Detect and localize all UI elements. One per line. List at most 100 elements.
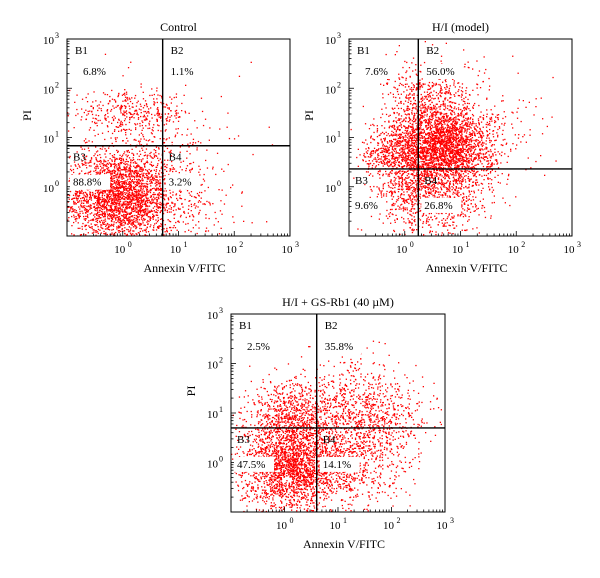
scatter-point — [96, 122, 98, 124]
scatter-point — [141, 196, 143, 198]
scatter-point — [416, 125, 418, 127]
scatter-point — [138, 196, 141, 198]
scatter-point — [441, 147, 443, 150]
scatter-point — [432, 133, 434, 135]
scatter-point — [188, 200, 190, 202]
scatter-point — [126, 233, 128, 236]
scatter-point — [148, 172, 150, 174]
scatter-point — [102, 146, 104, 148]
scatter-point — [450, 123, 453, 125]
scatter-point — [160, 130, 162, 132]
scatter-point — [150, 156, 152, 158]
scatter-point — [155, 219, 157, 221]
scatter-point — [444, 155, 446, 157]
scatter-point — [446, 187, 449, 189]
scatter-point — [159, 207, 161, 209]
scatter-point — [189, 194, 191, 196]
scatter-point — [492, 155, 494, 157]
scatter-point — [431, 143, 433, 145]
scatter-point — [85, 159, 87, 161]
scatter-point — [165, 206, 168, 208]
scatter-point — [116, 168, 118, 170]
scatter-point — [426, 124, 428, 127]
scatter-point — [128, 157, 131, 159]
scatter-point — [67, 112, 69, 114]
scatter-point — [73, 201, 75, 203]
scatter-point — [353, 177, 355, 179]
scatter-point — [119, 172, 121, 174]
scatter-point — [453, 128, 455, 130]
scatter-point — [426, 170, 428, 172]
scatter-point — [123, 153, 125, 155]
scatter-point — [165, 190, 167, 192]
scatter-point — [106, 233, 108, 236]
scatter-point — [85, 164, 87, 166]
scatter-point — [95, 197, 97, 199]
scatter-point — [471, 153, 474, 155]
scatter-point — [469, 149, 471, 151]
scatter-point — [439, 132, 441, 135]
scatter-point — [130, 185, 132, 187]
scatter-point — [157, 193, 159, 195]
scatter-point — [154, 114, 156, 116]
scatter-point — [102, 200, 105, 202]
scatter-point — [123, 113, 125, 116]
scatter-point — [143, 104, 146, 107]
scatter-point — [205, 159, 207, 162]
scatter-point — [431, 146, 433, 148]
scatter-point — [413, 131, 416, 133]
scatter-point — [124, 208, 126, 210]
scatter-point — [131, 171, 133, 173]
scatter-point — [121, 220, 123, 222]
scatter-point — [481, 131, 483, 133]
scatter-point — [131, 207, 133, 210]
scatter-point — [158, 227, 160, 229]
scatter-point — [115, 208, 118, 210]
scatter-point — [109, 191, 112, 193]
scatter-point — [204, 203, 206, 206]
scatter-point — [96, 200, 98, 202]
scatter-point — [437, 130, 440, 132]
scatter-point — [456, 138, 458, 140]
scatter-point — [166, 104, 168, 106]
scatter-point — [136, 162, 138, 164]
scatter-point — [104, 115, 106, 117]
scatter-point — [92, 107, 94, 109]
scatter-point — [146, 157, 148, 159]
scatter-point — [117, 95, 119, 98]
scatter-point — [125, 131, 127, 134]
scatter-point — [120, 198, 123, 200]
scatter-point — [147, 216, 149, 218]
scatter-point — [139, 194, 141, 196]
scatter-point — [446, 127, 449, 129]
scatter-point — [460, 156, 462, 158]
scatter-point — [425, 159, 427, 161]
scatter-point — [85, 224, 88, 226]
scatter-point — [99, 209, 101, 211]
scatter-point — [436, 172, 439, 174]
scatter-point — [136, 181, 138, 184]
scatter-point — [114, 190, 116, 193]
scatter-point — [461, 159, 463, 162]
scatter-point — [117, 207, 119, 210]
scatter-point — [157, 107, 159, 109]
scatter-point — [125, 169, 127, 171]
scatter-point — [122, 114, 124, 116]
scatter-point — [168, 137, 170, 139]
scatter-point — [203, 180, 206, 182]
scatter-point — [139, 230, 141, 233]
scatter-point — [100, 208, 102, 210]
scatter-point — [97, 228, 100, 231]
scatter-point — [125, 207, 128, 210]
scatter-point — [460, 148, 462, 151]
scatter-point — [216, 152, 219, 154]
scatter-point — [119, 164, 121, 166]
scatter-point — [438, 149, 441, 151]
scatter-point — [502, 144, 504, 146]
scatter-point — [506, 142, 508, 144]
scatter-point — [206, 167, 209, 169]
scatter-point — [155, 155, 158, 157]
scatter-point — [107, 216, 109, 218]
scatter-point — [208, 217, 210, 220]
scatter-point — [139, 125, 141, 127]
